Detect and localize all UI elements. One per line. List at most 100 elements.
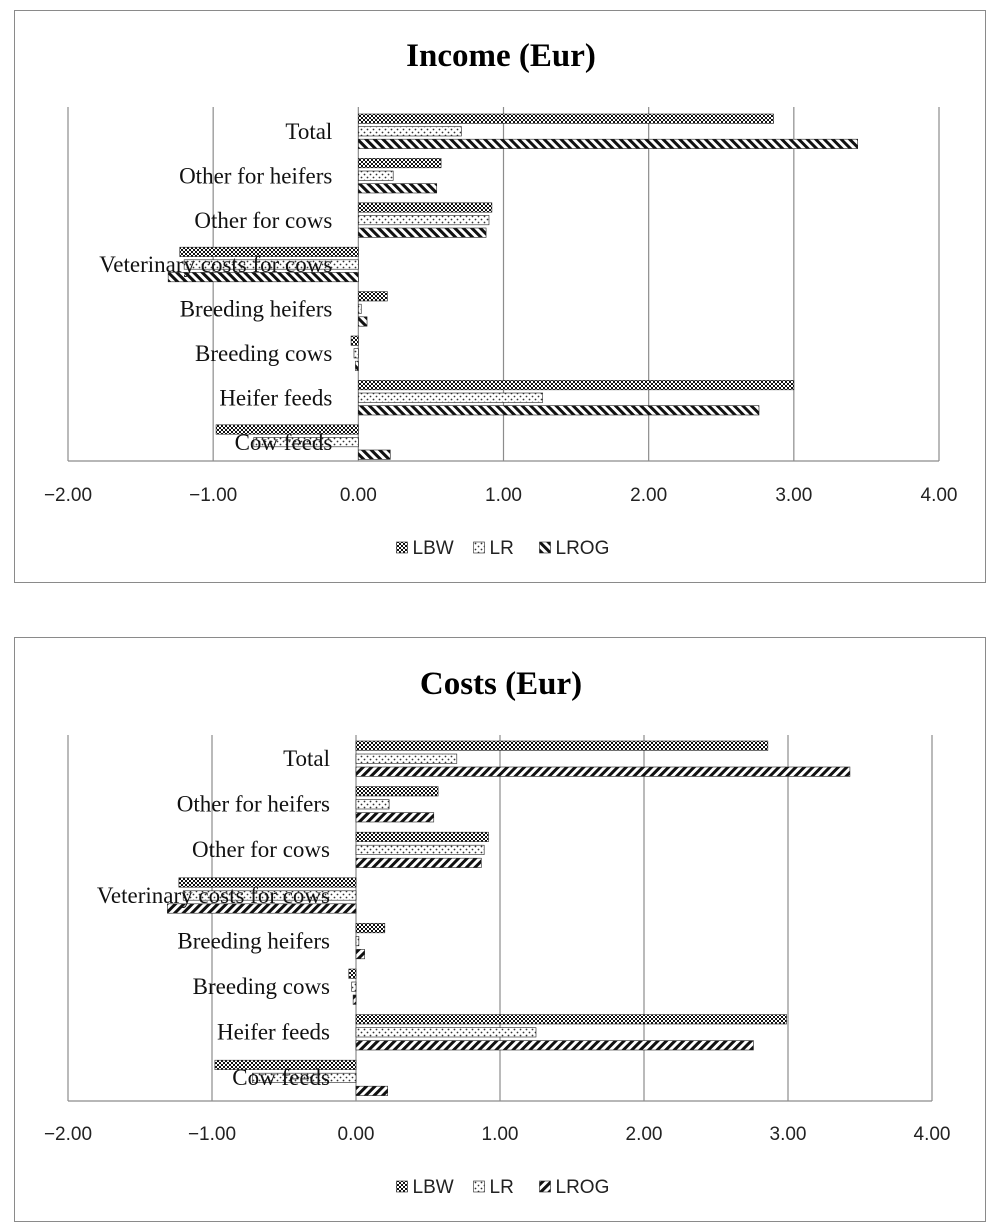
legend-label: LR: [490, 538, 514, 559]
x-tick-label: 2.00: [626, 1124, 663, 1145]
legend-label: LROG: [556, 1177, 610, 1198]
x-tick-label: −1.00: [189, 485, 237, 506]
legend-swatch-lrog: [539, 1180, 551, 1193]
bar-lrog: [358, 405, 760, 416]
bar-lrog: [352, 994, 357, 1005]
legend-label: LBW: [413, 538, 454, 559]
bar-lr: [351, 981, 357, 992]
bar-lrog: [167, 272, 359, 283]
bar-lbw: [215, 424, 359, 435]
bar-lr: [358, 303, 362, 314]
category-label: Breeding cows: [195, 341, 332, 366]
category-label: Heifer feeds: [219, 385, 332, 410]
category-label: Veterinary costs for cows: [99, 252, 332, 277]
income-chart-svg: Income (Eur) Total Other for heifers Other…: [44, 38, 958, 559]
x-tick-label: 4.00: [914, 1124, 951, 1145]
bars: [167, 113, 859, 460]
x-tick-label: 2.00: [630, 485, 667, 506]
x-tick-label: −2.00: [44, 485, 92, 506]
category-label: Breeding cows: [193, 974, 330, 999]
bar-lr: [355, 799, 390, 810]
x-tick-label: 0.00: [338, 1124, 375, 1145]
bar-lr: [353, 348, 359, 359]
legend: LBW LR LROG: [396, 1177, 610, 1198]
bar-lbw: [178, 877, 357, 888]
category-label: Total: [285, 119, 332, 144]
x-tick-label: 4.00: [921, 485, 958, 506]
gridlines: [67, 735, 933, 1102]
category-label: Total: [283, 746, 330, 771]
bar-lbw: [214, 1059, 357, 1070]
bar-lr: [355, 753, 458, 764]
bar-lr: [183, 259, 359, 270]
category-label: Breeding heifers: [180, 297, 333, 322]
bar-lrog: [358, 449, 391, 460]
bar-lr: [358, 126, 462, 137]
bar-lr: [358, 215, 490, 226]
bar-lbw: [355, 831, 489, 842]
bar-lbw: [348, 968, 357, 979]
category-label: Heifer feeds: [217, 1020, 330, 1045]
bar-lrog: [358, 183, 438, 194]
bar-lr: [252, 1072, 357, 1083]
bar-lbw: [358, 158, 442, 169]
category-label: Cow feeds: [232, 1065, 330, 1090]
bar-lrog: [355, 812, 435, 823]
legend-label: LBW: [413, 1177, 454, 1198]
bar-lbw: [355, 786, 439, 797]
bar-lrog: [167, 903, 357, 914]
bar-lbw: [350, 335, 359, 346]
legend-label: LR: [490, 1177, 514, 1198]
bar-lbw: [179, 246, 359, 257]
bar-lrog: [358, 138, 859, 149]
chart-title: Income (Eur): [406, 38, 596, 74]
legend-swatch-lr: [473, 1180, 485, 1193]
x-tick-labels: −2.00 −1.00 0.00 1.00 2.00 3.00 4.00: [44, 485, 958, 506]
bar-lbw: [358, 291, 388, 302]
bar-lrog: [358, 316, 368, 327]
bar-lr: [253, 437, 359, 448]
category-label: Other for cows: [192, 837, 330, 862]
x-tick-label: 0.00: [340, 485, 377, 506]
x-tick-label: 1.00: [482, 1124, 519, 1145]
bar-lrog: [355, 360, 359, 371]
bar-lr: [182, 890, 357, 901]
x-tick-label: −2.00: [44, 1124, 92, 1145]
bar-lbw: [358, 113, 774, 124]
chart-title: Costs (Eur): [420, 666, 582, 702]
category-label: Other for heifers: [177, 792, 330, 817]
x-tick-label: 3.00: [775, 485, 812, 506]
category-label: Other for cows: [194, 208, 332, 233]
legend-swatch-lrog: [539, 541, 551, 554]
income-chart-panel: Income (Eur) Total Other for heifers Other…: [14, 10, 986, 583]
category-label: Other for heifers: [179, 163, 332, 188]
bar-lr: [358, 170, 394, 181]
bar-lbw: [358, 202, 493, 213]
bar-lbw: [355, 740, 769, 751]
x-tick-label: −1.00: [188, 1124, 236, 1145]
category-labels: Total Other for heifers Other for cows Vete…: [99, 119, 332, 455]
legend-swatch-lbw: [396, 541, 408, 554]
category-labels: Total Other for heifers Other for cows Vete…: [97, 746, 330, 1090]
x-tick-label: 3.00: [770, 1124, 807, 1145]
bar-lrog: [358, 227, 487, 238]
category-label: Cow feeds: [235, 430, 333, 455]
bar-lr: [355, 936, 360, 947]
costs-chart-svg: Costs (Eur) Total Other for heifers Other …: [44, 666, 951, 1198]
x-tick-label: 1.00: [485, 485, 522, 506]
bar-lr: [355, 844, 485, 855]
bars: [167, 740, 851, 1096]
legend-swatch-lbw: [396, 1180, 408, 1193]
bar-lr: [358, 392, 543, 403]
x-tick-labels: −2.00 −1.00 0.00 1.00 2.00 3.00 4.00: [44, 1124, 951, 1145]
costs-chart-panel: Costs (Eur) Total Other for heifers Other …: [14, 637, 986, 1222]
bar-lrog: [355, 766, 851, 777]
legend: LBW LR LROG: [396, 538, 609, 559]
bar-lrog: [355, 857, 482, 868]
legend-swatch-lr: [473, 541, 485, 554]
bar-lr: [355, 1027, 537, 1038]
bar-lrog: [355, 949, 365, 960]
bar-lrog: [355, 1085, 388, 1096]
bar-lrog: [355, 1040, 754, 1051]
category-label: Veterinary costs for cows: [97, 883, 330, 908]
